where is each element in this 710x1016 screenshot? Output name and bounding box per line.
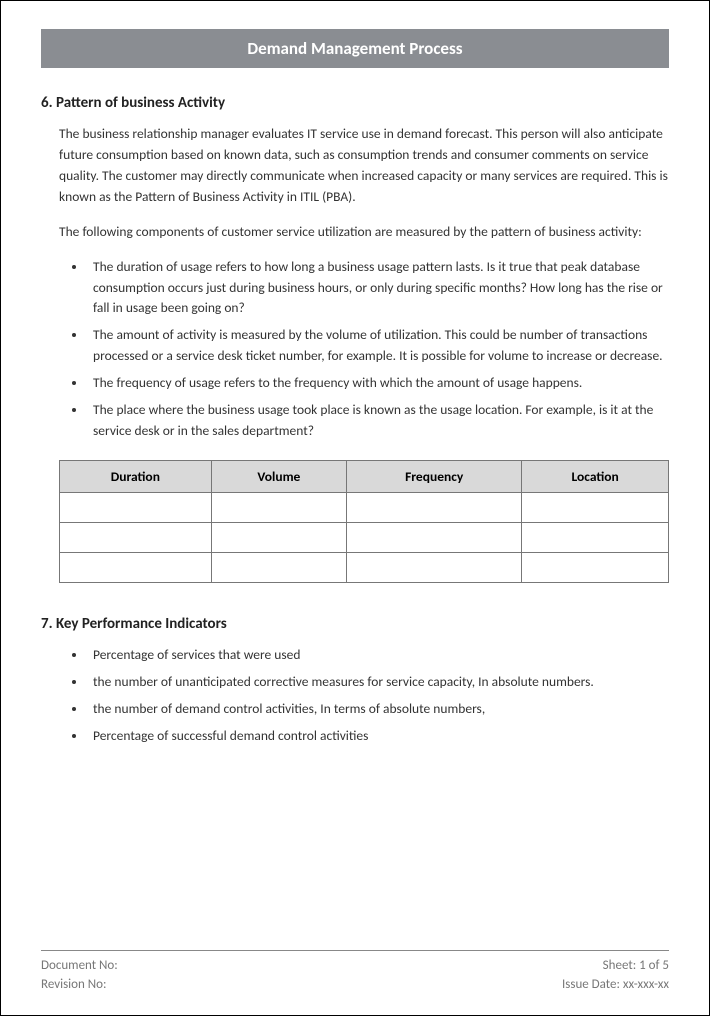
list-item: Percentage of successful demand control … [87, 726, 669, 747]
table-row [60, 492, 669, 522]
table-header-volume: Volume [211, 460, 346, 492]
list-item: The place where the business usage took … [87, 400, 669, 442]
table-cell [522, 522, 669, 552]
table-header-row: Duration Volume Frequency Location [60, 460, 669, 492]
table-cell [347, 522, 522, 552]
table-row [60, 522, 669, 552]
list-item: the number of demand control activities,… [87, 699, 669, 720]
table-cell [211, 522, 346, 552]
footer-divider [41, 950, 669, 951]
table-header-duration: Duration [60, 460, 212, 492]
list-item: Percentage of services that were used [87, 645, 669, 666]
table-cell [60, 492, 212, 522]
document-number-label: Document No: [41, 957, 118, 976]
list-item: The frequency of usage refers to the fre… [87, 373, 669, 394]
table-cell [211, 492, 346, 522]
table-header-frequency: Frequency [347, 460, 522, 492]
table-row [60, 552, 669, 582]
page-footer: Document No: Sheet: 1 of 5 Revision No: … [41, 950, 669, 995]
table-cell [211, 552, 346, 582]
issue-date-label: Issue Date: xx-xxx-xx [562, 976, 669, 995]
pba-table: Duration Volume Frequency Location [59, 460, 669, 583]
section-6-bullet-list: The duration of usage refers to how long… [41, 257, 669, 442]
document-title-bar: Demand Management Process [41, 29, 669, 68]
table-cell [522, 552, 669, 582]
table-cell [347, 492, 522, 522]
sheet-number-label: Sheet: 1 of 5 [603, 957, 669, 976]
section-6-para-2: The following components of customer ser… [41, 222, 669, 243]
section-6-heading: 6. Pattern of business Activity [41, 94, 669, 112]
section-6-para-1: The business relationship manager evalua… [41, 124, 669, 208]
section-7-heading: 7. Key Performance Indicators [41, 615, 669, 633]
list-item: the number of unanticipated corrective m… [87, 672, 669, 693]
table-cell [60, 522, 212, 552]
list-item: The amount of activity is measured by th… [87, 325, 669, 367]
table-cell [347, 552, 522, 582]
table-cell [60, 552, 212, 582]
section-7-bullet-list: Percentage of services that were used th… [41, 645, 669, 747]
table-cell [522, 492, 669, 522]
list-item: The duration of usage refers to how long… [87, 257, 669, 320]
revision-number-label: Revision No: [41, 976, 107, 995]
table-header-location: Location [522, 460, 669, 492]
